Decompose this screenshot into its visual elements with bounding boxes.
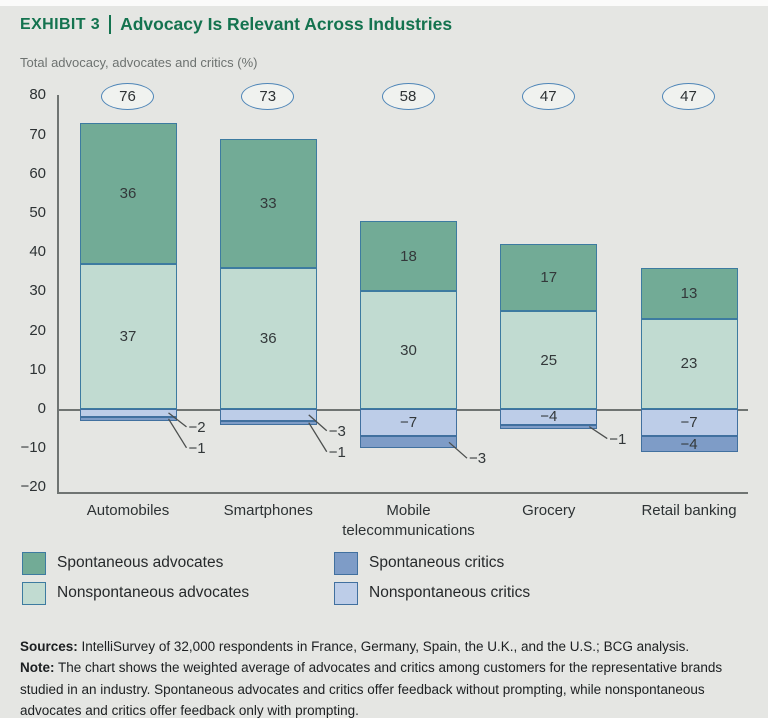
segment-label: 33 (259, 194, 277, 212)
ytick-label: 20 (29, 321, 46, 339)
total-badge: 58 (381, 83, 435, 110)
ytick-label: 30 (29, 282, 46, 300)
sources-text: IntelliSurvey of 32,000 respondents in F… (77, 639, 690, 654)
ytick-label: 60 (29, 164, 46, 182)
legend-label: Spontaneous critics (369, 554, 505, 571)
leader-line (167, 418, 188, 449)
legend-item: Nonspontaneous critics (334, 580, 646, 606)
title-row: EXHIBIT 3 Advocacy Is Relevant Across In… (20, 14, 748, 35)
chart-legend: Spontaneous advocates Nonspontaneous advo… (22, 550, 646, 606)
legend-swatch-icon (22, 551, 46, 575)
note-text: The chart shows the weighted average of … (20, 660, 723, 718)
exhibit-label: EXHIBIT 3 (20, 15, 101, 33)
bar-segment (640, 267, 738, 319)
bar-segment (79, 263, 177, 409)
segment-label: 30 (400, 341, 417, 359)
segment-label: 37 (119, 327, 137, 345)
ytick-label: 70 (29, 125, 46, 143)
segment-label-outside: −2 (188, 418, 206, 436)
page-title: Advocacy Is Relevant Across Industries (120, 14, 453, 34)
bar-segment (79, 122, 177, 264)
footer-notes: Sources: IntelliSurvey of 32,000 respond… (20, 636, 750, 718)
segment-label: 18 (400, 247, 417, 265)
ytick-label: −20 (20, 478, 46, 496)
legend-item: Spontaneous advocates (22, 550, 334, 576)
total-badge: 73 (241, 83, 295, 110)
legend-label: Nonspontaneous critics (369, 584, 531, 601)
category-label: Smartphones (223, 502, 313, 519)
category-label: Automobiles (86, 502, 170, 519)
segment-label: 17 (540, 269, 558, 287)
segment-label: −4 (540, 408, 558, 426)
category-label: Mobile telecommunications (342, 502, 475, 540)
segment-label-outside: −3 (469, 450, 487, 468)
legend-swatch-icon (334, 581, 358, 605)
segment-label: −7 (680, 414, 698, 432)
total-badge: 76 (101, 83, 154, 110)
ytick-label: 80 (29, 86, 46, 104)
top-strip (0, 0, 768, 6)
note-label: Note: (20, 660, 55, 676)
bar-segment (360, 436, 457, 449)
bar-segment (360, 409, 457, 437)
legend-swatch-icon (334, 551, 358, 575)
bar-segment (360, 220, 457, 292)
legend-item: Nonspontaneous advocates (22, 580, 334, 606)
bar-segment (500, 424, 598, 429)
segment-label: 25 (540, 351, 558, 369)
header: EXHIBIT 3 Advocacy Is Relevant Across In… (20, 14, 748, 70)
bar-segment (219, 409, 317, 421)
segment-label-outside: −1 (188, 439, 206, 457)
bar-segment (500, 409, 598, 425)
legend-label: Spontaneous advocates (57, 554, 224, 571)
bar-segment (79, 409, 177, 417)
stacked-bar-chart: 80 70 60 50 40 30 20 10 0 −10 −20 76 37 36 −2 −1 Automob… (0, 80, 768, 542)
bar-segment (219, 267, 317, 409)
bar-segment (219, 138, 317, 268)
category-label: Grocery (522, 502, 576, 519)
bar-segment (500, 311, 598, 409)
legend-swatch-icon (22, 581, 46, 605)
y-axis-line (57, 95, 59, 492)
legend-label: Nonspontaneous advocates (57, 584, 250, 601)
segment-label: 13 (680, 284, 698, 302)
bar-segment (640, 409, 738, 437)
segment-label: 36 (119, 184, 137, 202)
bar-segment (640, 318, 738, 409)
segment-label: 23 (680, 355, 698, 373)
bar-segment (360, 291, 457, 409)
ytick-label: 40 (29, 243, 46, 261)
ytick-label: −10 (20, 439, 46, 457)
bar-segment (219, 420, 317, 425)
segment-label-outside: −3 (328, 422, 346, 440)
ytick-label: 10 (29, 360, 46, 378)
bar-segment (500, 244, 598, 311)
segment-label: −7 (399, 414, 418, 432)
bar-segment (640, 436, 738, 453)
category-label: Retail banking (641, 502, 737, 519)
title-separator (109, 15, 112, 34)
segment-label-outside: −1 (609, 430, 627, 448)
ytick-label: 50 (29, 204, 46, 221)
segment-label-outside: −1 (328, 443, 346, 461)
segment-label: −4 (680, 435, 698, 453)
segment-label: 36 (259, 329, 277, 347)
legend-item: Spontaneous critics (334, 550, 646, 576)
total-badge: 47 (662, 83, 715, 110)
sources-label: Sources: (20, 639, 78, 654)
bar-segment (79, 416, 177, 421)
leader-line (308, 422, 328, 453)
chart-subtitle: Total advocacy, advocates and critics (%… (20, 55, 258, 70)
total-badge: 47 (521, 83, 575, 110)
baseline (57, 492, 748, 494)
ytick-label: 0 (37, 400, 46, 417)
